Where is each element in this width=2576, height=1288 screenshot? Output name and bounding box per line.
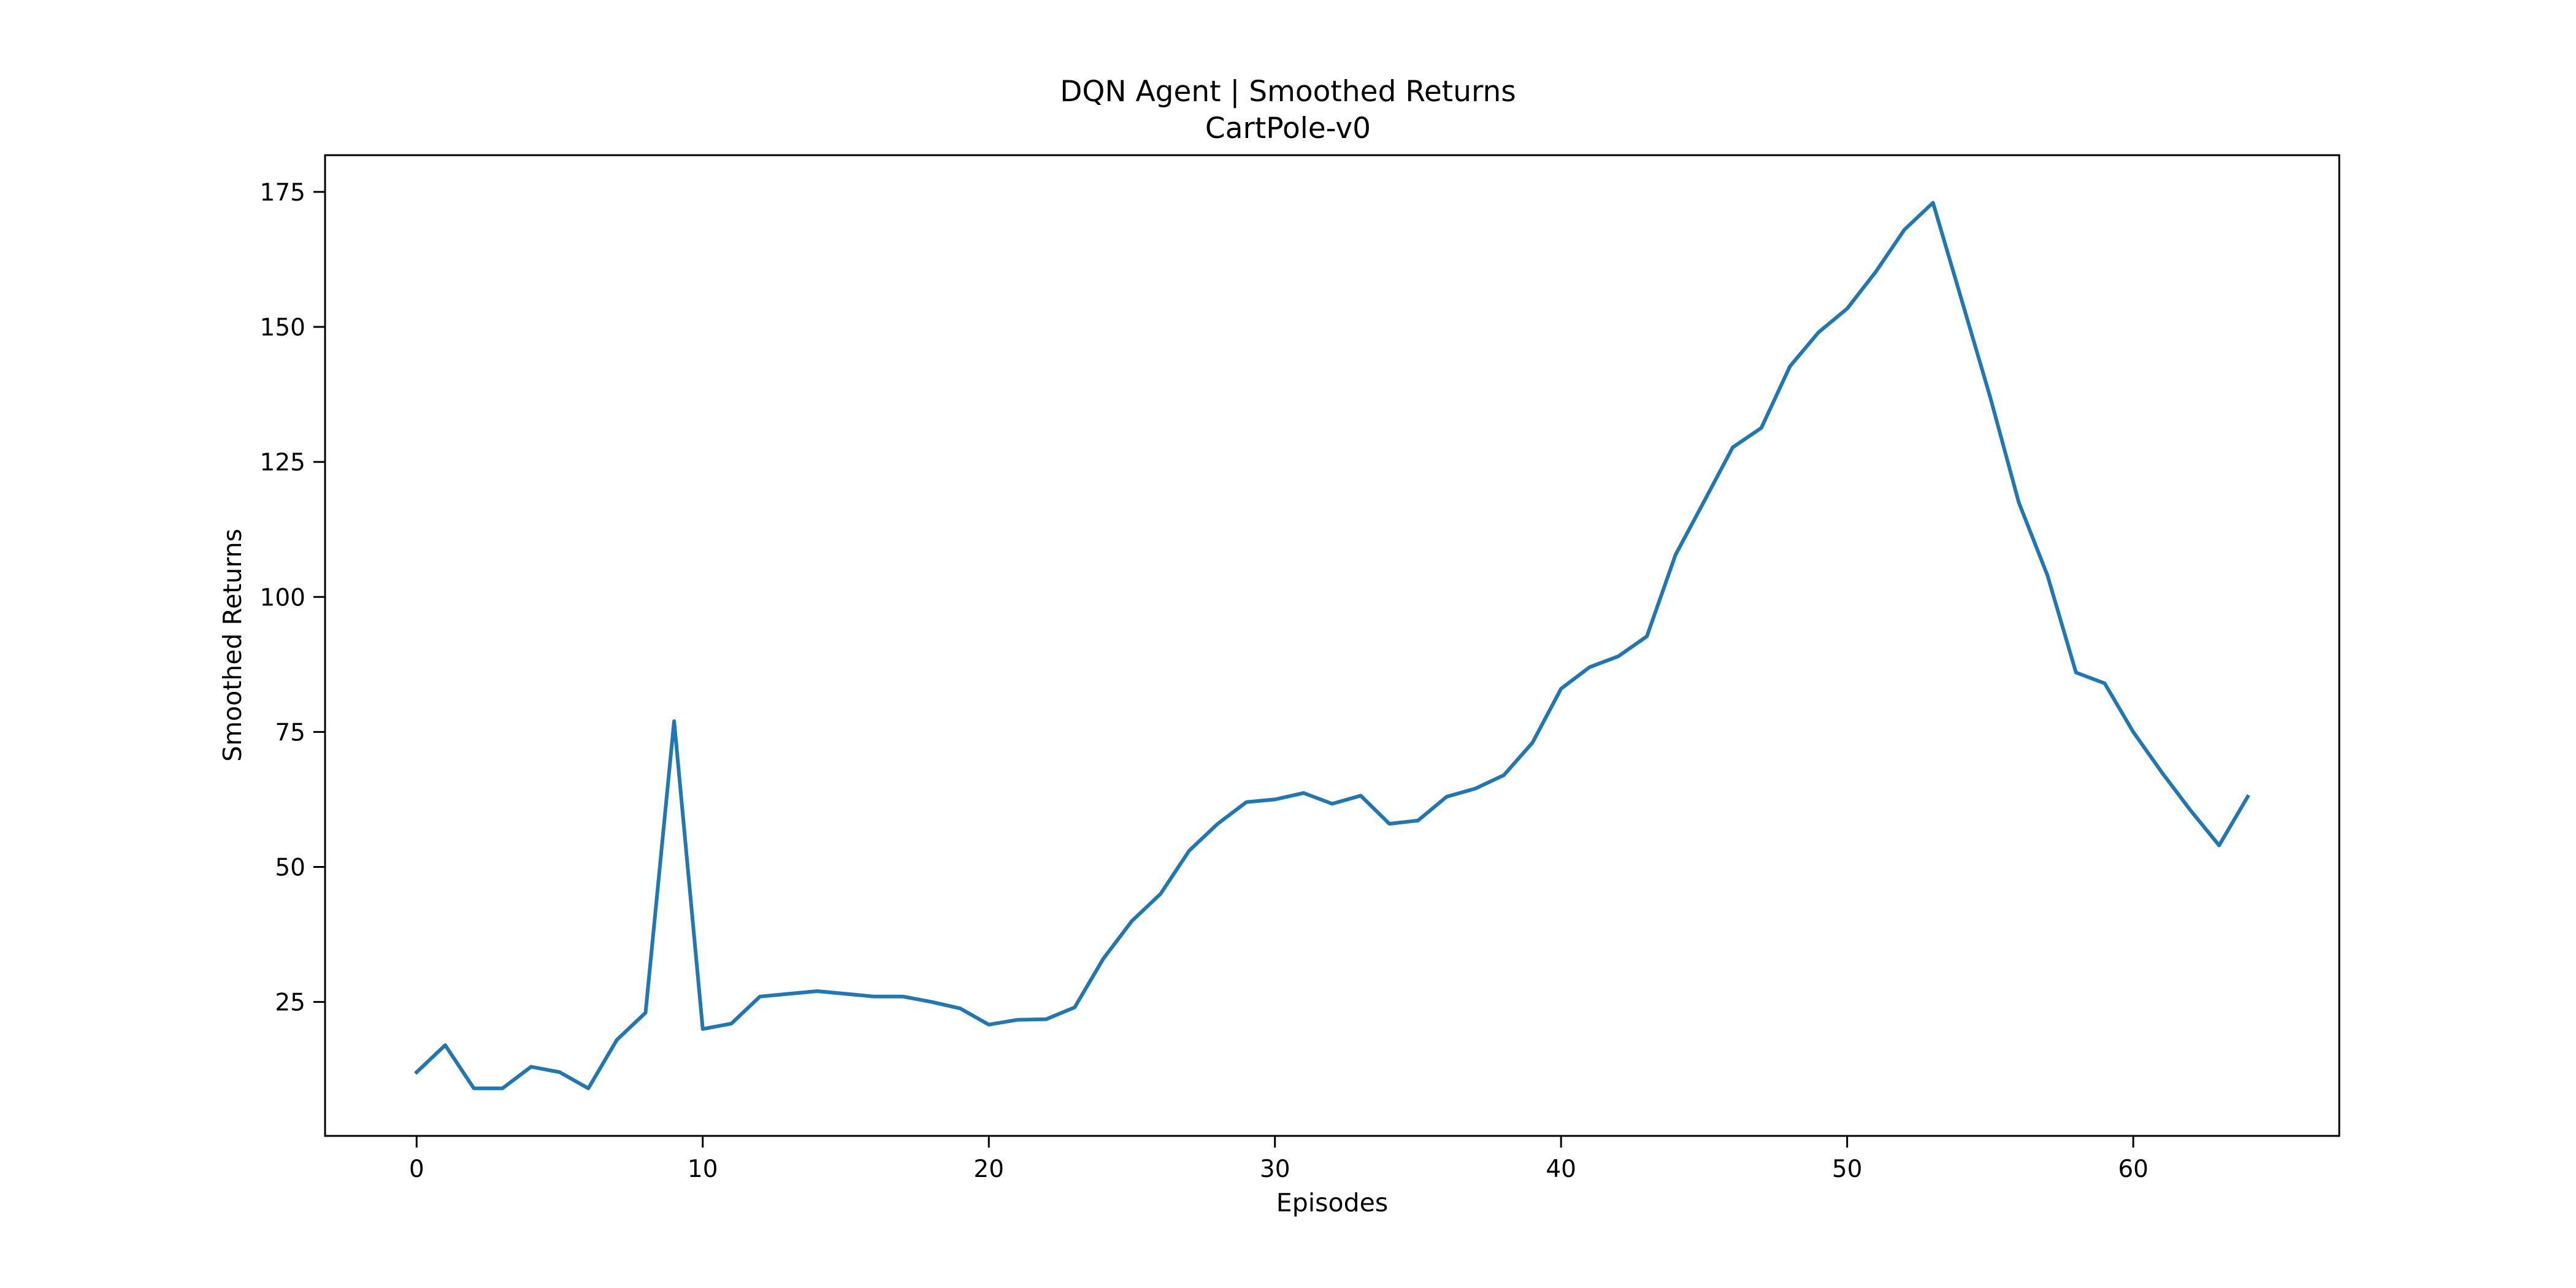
x-tick-label: 50 — [1832, 1156, 1863, 1183]
y-tick-label: 25 — [275, 989, 305, 1017]
y-tick-label: 100 — [260, 584, 305, 611]
y-tick-label: 125 — [260, 449, 305, 477]
x-tick-label: 0 — [409, 1156, 424, 1183]
y-tick-label: 50 — [275, 854, 305, 882]
chart-title: DQN Agent | Smoothed Returns — [1060, 75, 1516, 109]
y-tick-label: 150 — [260, 314, 305, 342]
x-tick-label: 60 — [2118, 1156, 2149, 1183]
chart-subtitle: CartPole-v0 — [1205, 112, 1371, 145]
y-tick-label: 75 — [275, 719, 305, 746]
x-tick-label: 10 — [688, 1156, 718, 1183]
plot-frame — [324, 154, 2340, 1137]
x-tick-label: 30 — [1260, 1156, 1290, 1183]
x-axis-label: Episodes — [1276, 1188, 1388, 1217]
y-tick-label: 175 — [260, 179, 305, 207]
x-tick-label: 20 — [973, 1156, 1004, 1183]
x-tick-label: 40 — [1546, 1156, 1576, 1183]
series-line-0 — [414, 201, 2250, 1091]
y-axis-label: Smoothed Returns — [218, 529, 247, 762]
